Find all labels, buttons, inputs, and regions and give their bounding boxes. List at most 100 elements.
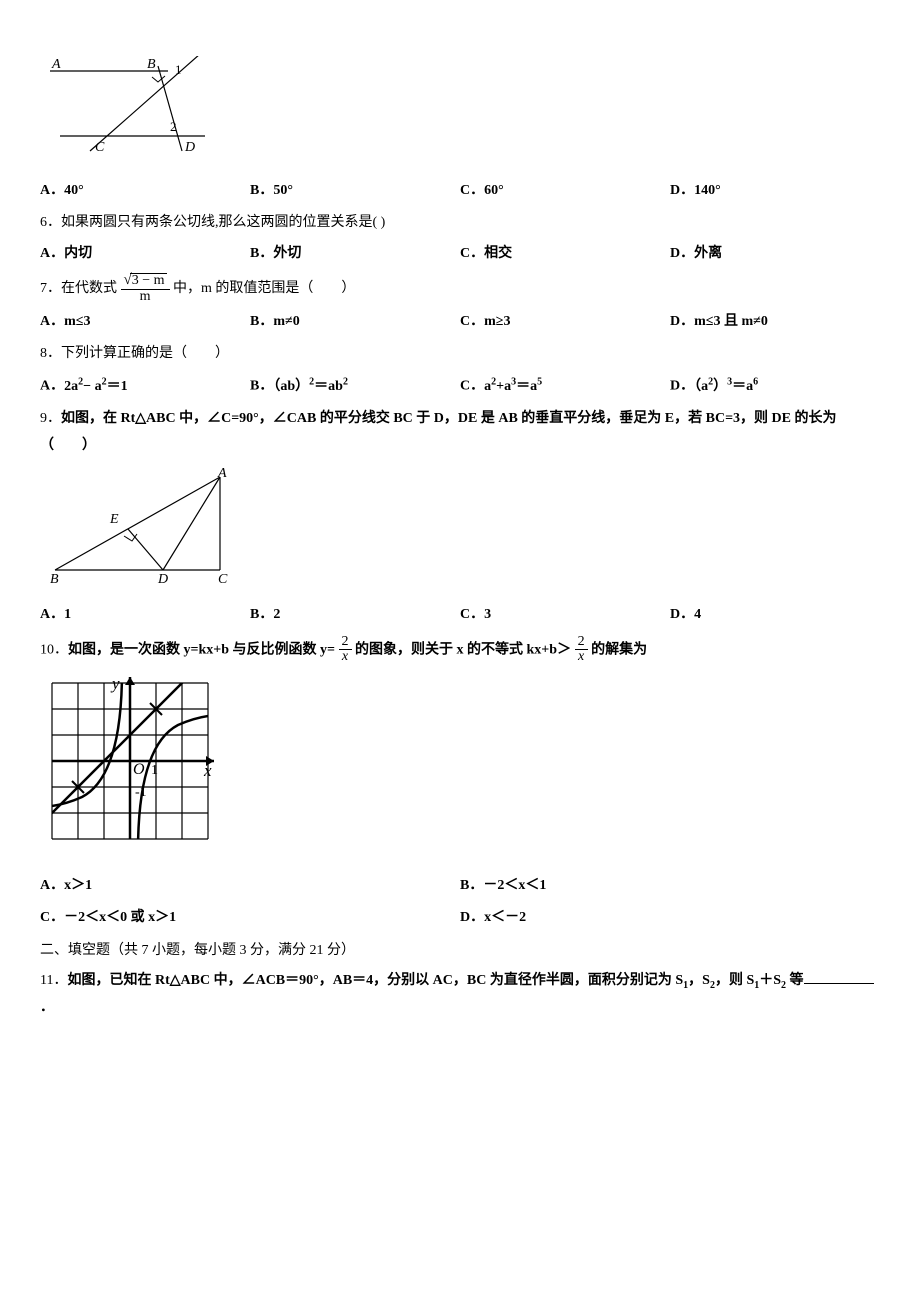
q8-options: A．2a2− a2＝1 B．（ab）2＝ab2 C．a2+a3＝a5 D．（a2…: [40, 372, 880, 400]
opt-text: 50°: [273, 183, 293, 198]
q11-tail: ．: [40, 1000, 54, 1015]
opt-label: D．: [670, 246, 694, 261]
q10-opt-b: B．－2＜x＜1: [460, 873, 880, 900]
opt-text: －2＜x＜0 或 x＞1: [64, 910, 176, 925]
opt-text: 1: [64, 607, 71, 622]
q9-options: A．1 B．2 C．3 D．4: [40, 602, 880, 629]
q10-post: 的解集为: [591, 642, 647, 657]
label-b: B: [50, 572, 59, 585]
opt-text: a2+a3＝a5: [484, 379, 542, 394]
q11-mid1: ，S: [688, 973, 710, 988]
opt-label: C．: [460, 183, 484, 198]
q5-options: A．40° B．50° C．60° D．140°: [40, 178, 880, 205]
q9-stem: 9．如图，在 Rt△ABC 中，∠C=90°，∠CAB 的平分线交 BC 于 D…: [40, 406, 880, 459]
opt-label: D．: [670, 183, 694, 198]
q10-options-row2: C．－2＜x＜0 或 x＞1 D．x＜－2: [40, 905, 880, 932]
opt-label: B．: [250, 607, 273, 622]
opt-text: 外离: [694, 246, 722, 261]
q9-figure: A B C D E: [40, 465, 880, 596]
q9-opt-a: A．1: [40, 602, 250, 629]
opt-label: A．: [40, 379, 64, 394]
q6-opt-a: A．内切: [40, 241, 250, 268]
opt-text: 3: [484, 607, 491, 622]
opt-label: B．: [250, 314, 273, 329]
q9-num: 9．: [40, 411, 61, 426]
label-e: E: [109, 512, 119, 527]
q9-opt-b: B．2: [250, 602, 460, 629]
q9-svg: A B C D E: [40, 465, 240, 585]
label-d: D: [184, 140, 195, 155]
q10-num: 10．: [40, 642, 68, 657]
opt-label: D．: [460, 910, 484, 925]
q7-opt-a: A．m≤3: [40, 309, 250, 336]
q7-opt-b: B．m≠0: [250, 309, 460, 336]
label-one: 1: [151, 763, 158, 778]
label-angle2: 2: [170, 119, 177, 134]
opt-text: 140°: [694, 183, 721, 198]
q6-opt-c: C．相交: [460, 241, 670, 268]
opt-text: 内切: [64, 246, 92, 261]
q10-frac-den-2: x: [575, 650, 588, 665]
line-ba: [55, 477, 220, 570]
q6-text: 如果两圆只有两条公切线,那么这两圆的位置关系是( ): [61, 215, 385, 230]
axes: [52, 677, 214, 839]
q10-frac-2: 2 x: [575, 635, 588, 665]
q5-figure: A B C D 1 2: [40, 56, 880, 172]
opt-text: x＜－2: [484, 910, 526, 925]
opt-label: C．: [460, 379, 484, 394]
q10-svg: O 1 -1 x y: [40, 671, 220, 856]
opt-label: C．: [460, 246, 484, 261]
q5-opt-c: C．60°: [460, 178, 670, 205]
line-da: [163, 477, 220, 570]
q10-frac-num-2: 2: [575, 635, 588, 651]
q11-num: 11．: [40, 973, 67, 988]
q10-opt-a: A．x＞1: [40, 873, 460, 900]
q10-opt-d: D．x＜－2: [460, 905, 880, 932]
opt-text: m≤3: [64, 314, 90, 329]
q8-num: 8．: [40, 346, 61, 361]
opt-label: A．: [40, 314, 64, 329]
opt-text: 2: [273, 607, 280, 622]
opt-text: 40°: [64, 183, 84, 198]
q7-frac-num: √3 − m: [121, 273, 170, 290]
q11-stem: 11．如图，已知在 Rt△ABC 中，∠ACB＝90°，AB＝4，分别以 AC，…: [40, 968, 880, 1021]
q8-opt-b: B．（ab）2＝ab2: [250, 372, 460, 400]
label-a: A: [51, 57, 61, 72]
q10-frac-num: 2: [339, 635, 352, 651]
opt-text: 相交: [484, 246, 512, 261]
q5-svg: A B C D 1 2: [40, 56, 210, 161]
opt-label: B．: [250, 379, 273, 394]
q7-opt-c: C．m≥3: [460, 309, 670, 336]
q9-opt-c: C．3: [460, 602, 670, 629]
label-o: O: [133, 761, 145, 778]
q10-pre: 如图，是一次函数 y=kx+b 与反比例函数 y=: [68, 642, 335, 657]
q8-opt-c: C．a2+a3＝a5: [460, 372, 670, 400]
q8-stem: 8．下列计算正确的是（ ）: [40, 341, 880, 368]
transversal-1: [90, 56, 200, 151]
right-angle-e: [124, 534, 137, 541]
q8-opt-a: A．2a2− a2＝1: [40, 372, 250, 400]
q7-frac-den: m: [121, 290, 170, 305]
q6-num: 6．: [40, 215, 61, 230]
opt-text: （a2）3＝a6: [694, 379, 758, 394]
opt-label: B．: [250, 246, 273, 261]
q5-opt-b: B．50°: [250, 178, 460, 205]
q7-stem: 7．在代数式 √3 − m m 中，m 的取值范围是（ ）: [40, 273, 880, 304]
q10-options-row1: A．x＞1 B．－2＜x＜1: [40, 873, 880, 900]
label-c: C: [95, 140, 105, 155]
opt-label: B．: [250, 183, 273, 198]
q7-opt-d: D．m≤3 且 m≠0: [670, 309, 880, 336]
opt-label: A．: [40, 607, 64, 622]
label-neg1: -1: [135, 785, 147, 800]
q7-rad-inner: 3 − m: [130, 273, 167, 289]
label-x: x: [203, 761, 212, 780]
q11-pre: 如图，已知在 Rt△ABC 中，∠ACB＝90°，AB＝4，分别以 AC，BC …: [67, 973, 683, 988]
q5-opt-a: A．40°: [40, 178, 250, 205]
q11-mid2: ，则 S: [715, 973, 754, 988]
q8-text: 下列计算正确的是（ ）: [61, 346, 229, 361]
opt-text: －2＜x＜1: [483, 878, 546, 893]
q9-text: 如图，在 Rt△ABC 中，∠C=90°，∠CAB 的平分线交 BC 于 D，D…: [40, 411, 837, 453]
opt-text: 4: [694, 607, 701, 622]
opt-label: A．: [40, 183, 64, 198]
opt-label: D．: [670, 379, 694, 394]
